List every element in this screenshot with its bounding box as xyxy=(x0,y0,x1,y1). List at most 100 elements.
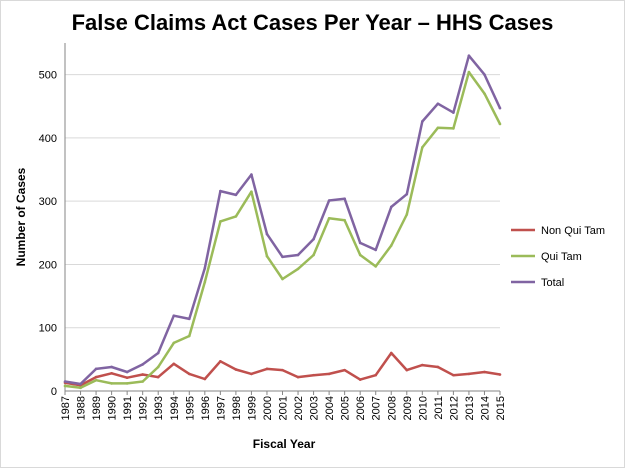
x-tick-label: 1987 xyxy=(60,396,72,420)
x-tick-label: 1998 xyxy=(231,396,243,420)
data-point-qui-tam xyxy=(219,220,222,223)
x-tick-label: 1999 xyxy=(246,396,258,420)
data-point-total xyxy=(343,197,346,200)
data-point-non-qui-tam xyxy=(343,368,346,372)
legend-label-qui-tam: Qui Tam xyxy=(541,251,582,263)
data-point-non-qui-tam xyxy=(187,372,191,376)
data-point-total xyxy=(374,248,378,252)
data-point-total xyxy=(172,314,176,318)
series-lines xyxy=(63,54,502,390)
x-tick-label: 2006 xyxy=(355,396,367,420)
y-tick-label: 100 xyxy=(39,323,57,335)
x-tick-label: 2004 xyxy=(324,396,336,420)
data-point-total xyxy=(467,54,471,57)
axes: 0 100 200 300 400 500 1987 1988 1989 1990 1991 1992… xyxy=(39,43,507,420)
data-point-qui-tam xyxy=(312,253,315,257)
data-point-non-qui-tam xyxy=(250,372,253,376)
data-point-qui-tam xyxy=(63,384,67,388)
data-point-non-qui-tam xyxy=(483,370,486,374)
data-point-qui-tam xyxy=(125,382,129,385)
data-point-total xyxy=(219,189,222,193)
data-point-non-qui-tam xyxy=(281,368,284,372)
x-tick-label: 1988 xyxy=(76,396,88,420)
data-point-qui-tam xyxy=(327,216,331,220)
data-point-non-qui-tam xyxy=(405,368,409,372)
x-tick-label: 1995 xyxy=(184,396,196,420)
data-point-non-qui-tam xyxy=(203,377,207,381)
y-tick-label: 400 xyxy=(39,133,57,145)
data-point-qui-tam xyxy=(405,213,409,216)
x-tick-label: 2000 xyxy=(262,396,274,420)
x-axis-label: Fiscal Year xyxy=(253,437,316,451)
series-line-qui-tam xyxy=(64,70,502,390)
y-tick-label: 200 xyxy=(39,259,57,271)
data-point-non-qui-tam xyxy=(467,372,471,376)
data-point-total xyxy=(79,382,82,386)
data-point-qui-tam xyxy=(156,365,160,369)
data-point-total xyxy=(265,232,269,236)
data-point-non-qui-tam xyxy=(327,372,331,376)
data-point-total xyxy=(421,120,424,123)
y-axis-label: Number of Cases xyxy=(14,167,28,266)
data-point-total xyxy=(296,253,300,257)
data-point-qui-tam xyxy=(343,218,346,222)
data-point-qui-tam xyxy=(250,190,253,193)
data-point-total xyxy=(250,173,253,176)
x-tick-label: 2009 xyxy=(402,396,414,420)
data-point-qui-tam xyxy=(296,267,300,271)
x-tick-label: 2011 xyxy=(433,396,445,420)
data-point-non-qui-tam xyxy=(172,362,176,366)
x-tick-label: 1997 xyxy=(215,396,227,420)
data-point-qui-tam xyxy=(498,122,502,126)
x-tick-label: 2005 xyxy=(340,396,352,420)
data-point-non-qui-tam xyxy=(452,373,455,377)
data-point-qui-tam xyxy=(358,253,362,257)
y-tick-label: 300 xyxy=(39,196,57,208)
legend-label-total: Total xyxy=(541,277,564,289)
x-tick-label: 2012 xyxy=(448,396,460,420)
x-tick-label: 1989 xyxy=(91,396,103,420)
x-tick-label: 2014 xyxy=(479,396,491,420)
data-point-total xyxy=(358,241,362,245)
x-tick-label: 1991 xyxy=(122,396,134,420)
series-line-total xyxy=(64,54,502,386)
legend: Non Qui Tam Qui Tam Total xyxy=(511,225,605,289)
data-point-qui-tam xyxy=(483,92,486,95)
data-point-qui-tam xyxy=(187,334,191,338)
data-point-total xyxy=(63,380,67,383)
data-point-qui-tam xyxy=(281,277,284,281)
x-tick-label: 2001 xyxy=(278,396,290,420)
gridlines xyxy=(65,74,500,329)
x-tick-label: 2015 xyxy=(495,396,507,420)
data-point-total xyxy=(483,73,486,76)
data-point-non-qui-tam xyxy=(141,373,144,376)
data-point-qui-tam xyxy=(374,265,378,268)
x-tick-label: 1994 xyxy=(169,396,181,420)
data-point-non-qui-tam xyxy=(358,378,362,381)
data-point-non-qui-tam xyxy=(110,371,113,375)
data-point-qui-tam xyxy=(421,146,424,149)
data-point-non-qui-tam xyxy=(296,375,300,379)
data-point-non-qui-tam xyxy=(94,375,98,379)
legend-label-non-qui-tam: Non Qui Tam xyxy=(541,225,605,237)
data-point-qui-tam xyxy=(436,126,440,130)
x-tick-label: 1992 xyxy=(138,396,150,420)
data-point-total xyxy=(281,255,284,259)
data-point-total xyxy=(125,370,129,374)
data-point-total xyxy=(110,365,113,369)
data-point-total xyxy=(452,111,455,114)
data-point-total xyxy=(156,351,160,355)
x-tick-label: 2003 xyxy=(309,396,321,420)
data-point-total xyxy=(436,102,440,106)
x-tick-label: 2010 xyxy=(417,396,429,420)
data-point-total xyxy=(327,199,331,202)
data-point-non-qui-tam xyxy=(219,359,222,363)
data-point-qui-tam xyxy=(389,244,393,247)
data-point-total xyxy=(187,317,191,321)
y-tick-label: 0 xyxy=(51,386,57,398)
data-point-total xyxy=(389,205,393,209)
data-point-non-qui-tam xyxy=(156,375,160,379)
data-point-qui-tam xyxy=(94,378,98,382)
data-point-total xyxy=(141,363,144,366)
